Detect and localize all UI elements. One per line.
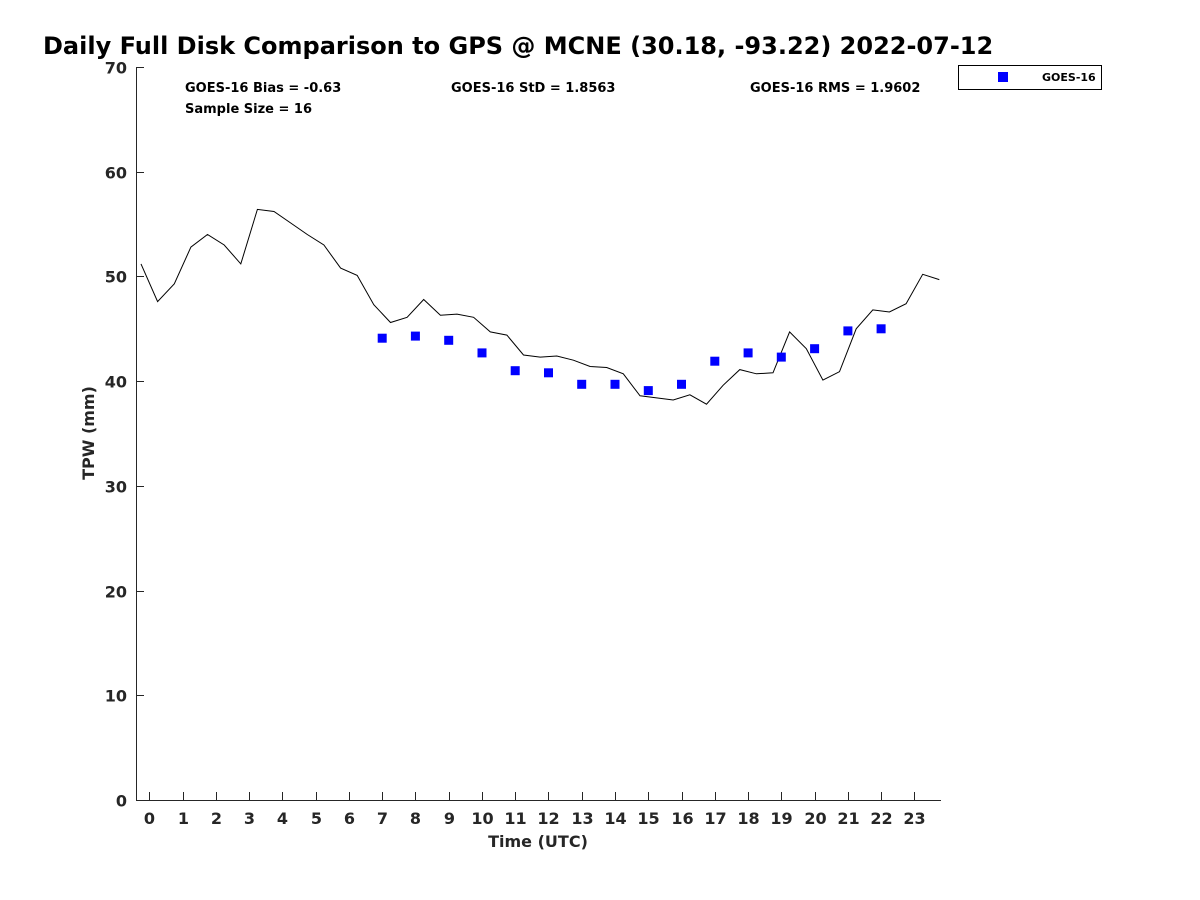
goes16-point: [510, 366, 520, 376]
goes16-point: [876, 324, 886, 334]
stat-std: GOES-16 StD = 1.8563: [451, 81, 615, 96]
goes16-point: [377, 333, 387, 343]
y-tick-label: 10: [105, 687, 127, 706]
x-axis-title: Time (UTC): [488, 832, 588, 851]
x-tick-label: 0: [144, 809, 155, 828]
x-tick-label: 17: [704, 809, 726, 828]
legend: GOES-16: [958, 65, 1102, 90]
y-tick-label: 30: [105, 478, 127, 497]
x-tick-label: 12: [537, 809, 559, 828]
goes16-point: [643, 386, 653, 396]
stat-bias: GOES-16 Bias = -0.63: [185, 81, 341, 96]
legend-marker-goes16: [998, 72, 1008, 82]
goes16-point: [710, 356, 720, 366]
goes16-point: [410, 331, 420, 341]
x-tick-label: 23: [903, 809, 925, 828]
y-axis-title: TPW (mm): [79, 386, 98, 480]
y-tick-label: 40: [105, 373, 127, 392]
goes16-point: [444, 335, 454, 345]
x-tick-label: 19: [770, 809, 792, 828]
x-tick-label: 7: [377, 809, 388, 828]
y-tick-label: 60: [105, 164, 127, 183]
gps-line: [140, 208, 940, 405]
stats-annotations: GOES-16 Bias = -0.63 GOES-16 StD = 1.856…: [185, 81, 920, 117]
y-tick-label: 70: [105, 59, 127, 78]
goes16-point: [810, 344, 820, 354]
x-tick-label: 20: [804, 809, 826, 828]
stat-sample-size: Sample Size = 16: [185, 102, 312, 117]
x-tick-label: 11: [504, 809, 526, 828]
y-tick-label: 20: [105, 583, 127, 602]
goes16-point: [743, 348, 753, 358]
x-tick-label: 1: [178, 809, 189, 828]
x-tick-label: 18: [737, 809, 759, 828]
legend-box: [958, 65, 1102, 90]
x-tick-label: 10: [471, 809, 493, 828]
x-tick-label: 16: [671, 809, 693, 828]
x-tick-label: 8: [410, 809, 421, 828]
x-tick-label: 6: [344, 809, 355, 828]
goes16-point: [577, 379, 587, 389]
goes16-point: [477, 348, 487, 358]
goes16-point: [677, 379, 686, 389]
goes16-point: [776, 352, 786, 362]
goes16-point: [843, 326, 853, 336]
goes16-point: [610, 379, 620, 389]
x-tick-label: 9: [444, 809, 455, 828]
x-tick-label: 14: [604, 809, 626, 828]
y-tick-label: 0: [116, 792, 127, 811]
x-tick-label: 21: [837, 809, 859, 828]
x-tick-label: 2: [211, 809, 222, 828]
chart-title: Daily Full Disk Comparison to GPS @ MCNE…: [43, 32, 993, 60]
x-tick-label: 5: [311, 809, 322, 828]
y-tick-label: 50: [105, 268, 127, 287]
legend-label-goes16: GOES-16: [1042, 71, 1096, 84]
stat-rms: GOES-16 RMS = 1.9602: [750, 81, 920, 96]
x-tick-label: 15: [637, 809, 659, 828]
x-tick-label: 13: [571, 809, 593, 828]
x-tick-label: 3: [244, 809, 255, 828]
x-tick-label: 4: [277, 809, 288, 828]
x-tick-label: 22: [870, 809, 892, 828]
goes16-point: [544, 368, 553, 378]
